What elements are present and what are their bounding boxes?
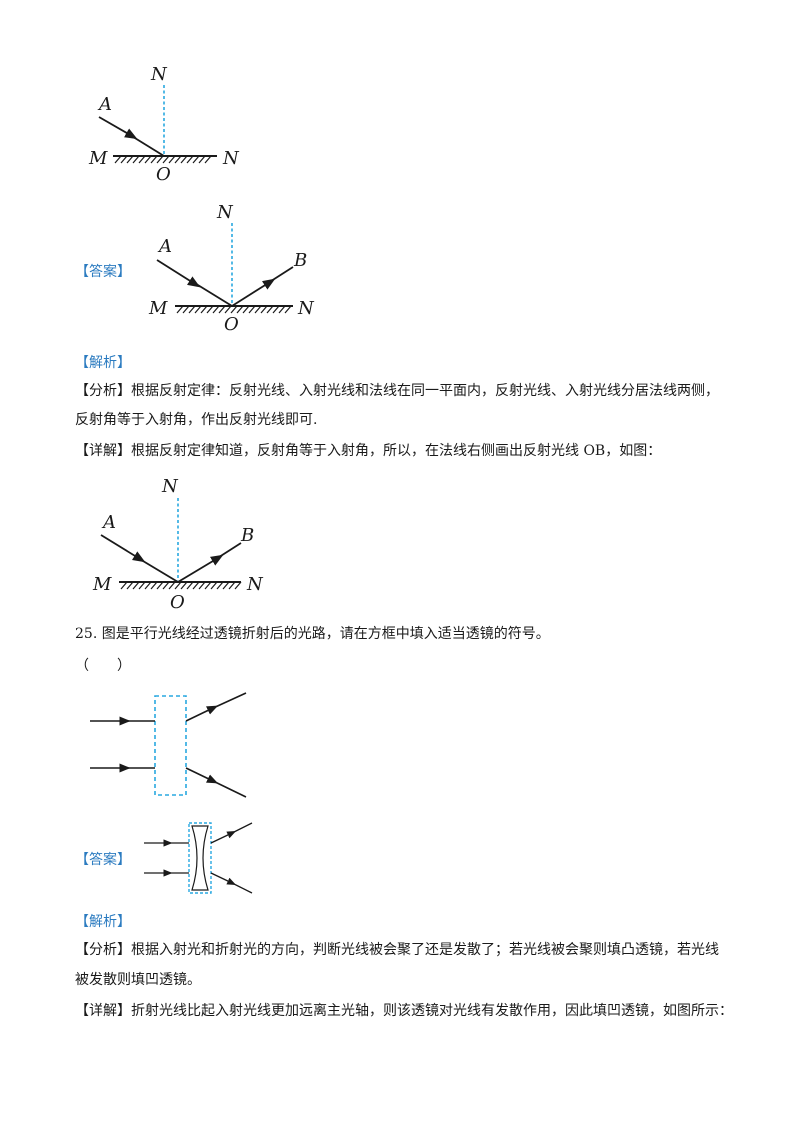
analysis-label: 【分析】 bbox=[75, 942, 131, 958]
lens-box bbox=[188, 822, 212, 894]
refracted-ray-bottom bbox=[210, 872, 237, 885]
refracted-ray-top-tail bbox=[210, 692, 247, 710]
detail-label: 【详解】 bbox=[75, 1003, 131, 1019]
incident-ray-second-half bbox=[192, 281, 233, 307]
refracted-ray-bottom-tail bbox=[210, 779, 247, 798]
answer-tag: 【答案】 bbox=[75, 264, 131, 280]
surface-left-label: M bbox=[148, 298, 168, 319]
surface-left-label: M bbox=[92, 574, 112, 595]
normal-label: N bbox=[216, 202, 234, 223]
concave-lens-icon bbox=[191, 825, 209, 891]
reflected-ray-second-half bbox=[267, 266, 294, 284]
analysis-tag: 【解析】 bbox=[75, 355, 131, 371]
surface-right-label: N bbox=[222, 148, 240, 169]
mirror-hatching bbox=[120, 581, 242, 590]
analysis2-paragraph-line2: 被发散则填凹透镜。 bbox=[75, 972, 201, 988]
reflected-label: B bbox=[240, 525, 254, 546]
incident-label: A bbox=[101, 512, 116, 533]
analysis-text: 根据入射光和折射光的方向，判断光线被会聚了还是发散了；若光线被会聚则填凸透镜，若… bbox=[131, 942, 719, 958]
incident-ray-first-half bbox=[100, 534, 146, 563]
incident-ray-second-half bbox=[137, 557, 179, 583]
detail2-paragraph: 【详解】折射光线比起入射光线更加远离主光轴，则该透镜对光线有发散作用，因此填凹透… bbox=[75, 1001, 733, 1021]
reflection-figure-answer: N A B M N O bbox=[148, 202, 315, 335]
surface-right-label: N bbox=[246, 574, 264, 595]
empty-lens-box bbox=[154, 695, 187, 796]
analysis-label: 【分析】 bbox=[75, 383, 131, 399]
question-number: 25. bbox=[75, 626, 98, 642]
reflected-ray-second-half bbox=[215, 542, 242, 560]
detail-text: 根据反射定律知道，反射角等于入射角，所以，在法线右侧画出反射光线 OB，如图： bbox=[131, 443, 662, 459]
answer-tag-2: 【答案】 bbox=[75, 852, 131, 868]
origin-label: O bbox=[170, 592, 185, 613]
lens-figure-question bbox=[90, 692, 247, 798]
detail-text: 折射光线比起入射光线更加远离主光轴，则该透镜对光线有发散作用，因此填凹透镜，如图… bbox=[131, 1003, 733, 1019]
analysis-tag-2: 【解析】 bbox=[75, 914, 131, 930]
refracted-ray-top bbox=[185, 705, 219, 722]
analysis2-paragraph-line1: 【分析】根据入射光和折射光的方向，判断光线被会聚了还是发散了；若光线被会聚则填凸… bbox=[75, 940, 719, 960]
origin-label: O bbox=[224, 314, 239, 335]
reflection-figure-explanation: N A B M N O bbox=[92, 476, 264, 613]
analysis-text: 根据反射定律：反射光线、入射光线和法线在同一平面内，反射光线、入射光线分居法线两… bbox=[131, 383, 719, 399]
detail-paragraph: 【详解】根据反射定律知道，反射角等于入射角，所以，在法线右侧画出反射光线 OB，… bbox=[75, 441, 661, 461]
question-25: 25. 图是平行光线经过透镜折射后的光路，请在方框中填入适当透镜的符号。 bbox=[75, 624, 550, 644]
question-text: 图是平行光线经过透镜折射后的光路，请在方框中填入适当透镜的符号。 bbox=[101, 626, 550, 642]
refracted-ray-bottom bbox=[185, 767, 219, 784]
reflected-label: B bbox=[293, 250, 307, 271]
incident-ray-second-half bbox=[129, 134, 165, 157]
refracted-ray-top bbox=[210, 831, 237, 844]
reflected-ray-first-half bbox=[231, 278, 276, 307]
normal-label: N bbox=[161, 476, 179, 497]
incident-ray-first-half bbox=[156, 259, 201, 288]
refracted-ray-bottom-tail bbox=[229, 881, 253, 894]
incident-label: A bbox=[157, 236, 172, 257]
origin-label: O bbox=[156, 164, 171, 185]
analysis-paragraph-line1: 【分析】根据反射定律：反射光线、入射光线和法线在同一平面内，反射光线、入射光线分… bbox=[75, 381, 719, 401]
mirror-hatching bbox=[176, 305, 292, 314]
normal-label: N bbox=[150, 64, 168, 85]
lens-figure-answer bbox=[144, 822, 253, 894]
incident-label: A bbox=[97, 94, 112, 115]
refracted-ray-top-tail bbox=[229, 822, 253, 835]
reflected-ray-first-half bbox=[177, 554, 224, 583]
reflection-figure-question: N A M N O bbox=[88, 64, 240, 185]
analysis-paragraph-line2: 反射角等于入射角，作出反射光线即可. bbox=[75, 412, 318, 428]
mirror-hatching bbox=[114, 155, 212, 164]
incident-ray-first-half bbox=[98, 116, 138, 140]
surface-right-label: N bbox=[297, 298, 315, 319]
answer-blank: （ ） bbox=[75, 658, 131, 674]
surface-left-label: M bbox=[88, 148, 108, 169]
detail-label: 【详解】 bbox=[75, 443, 131, 459]
